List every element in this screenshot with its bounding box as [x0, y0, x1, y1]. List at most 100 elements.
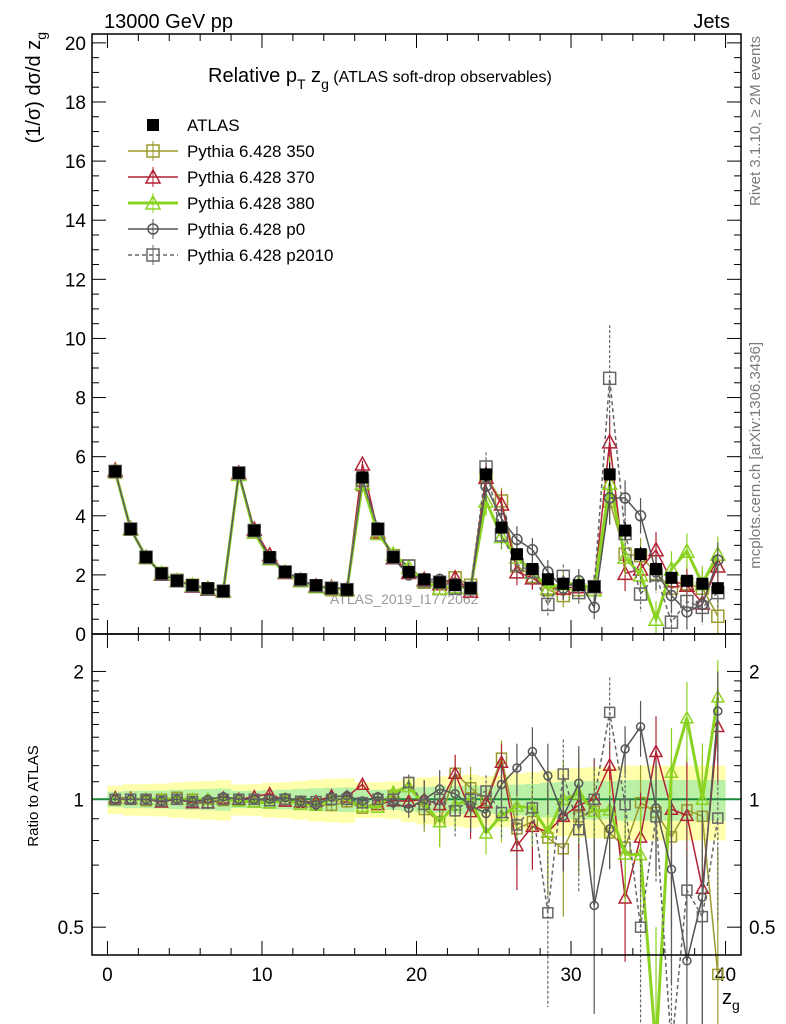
- legend: ATLAS Pythia 6.428 350 Pythia 6.428 370 Pyt…: [128, 116, 334, 265]
- data-point: [588, 580, 601, 593]
- data-point: [616, 564, 634, 581]
- ratio-point: [356, 797, 369, 809]
- main-ytick-label: 0: [75, 625, 86, 646]
- ratio-point: [478, 825, 494, 839]
- data-point: [477, 492, 495, 508]
- ratio-point: [231, 793, 247, 807]
- ratio-ytick-label: 2: [73, 662, 84, 683]
- data-point: [711, 582, 724, 595]
- series-3: [106, 456, 727, 634]
- data-point: [634, 510, 647, 522]
- data-point: [201, 582, 214, 595]
- data-point: [232, 466, 245, 479]
- ratio-point: [418, 798, 430, 811]
- ratio-point: [154, 794, 169, 808]
- series-0: [109, 462, 724, 598]
- ratio-point: [186, 795, 199, 808]
- data-point: [664, 615, 679, 629]
- data-point: [508, 563, 526, 579]
- ratio-point: [401, 779, 417, 793]
- legend-marker: [144, 168, 162, 184]
- ratio-point: [602, 757, 617, 771]
- ratio-point: [495, 806, 508, 819]
- data-point: [449, 579, 462, 592]
- ratio-ytick-label-right: 2: [749, 662, 760, 683]
- main-series: [106, 325, 727, 634]
- ratio-point: [509, 838, 525, 852]
- data-point: [541, 597, 555, 612]
- ratio-point: [109, 793, 121, 806]
- ratio-point: [573, 823, 585, 836]
- data-point: [696, 577, 709, 590]
- ratio-point: [279, 793, 291, 806]
- legend-marker: [146, 248, 160, 262]
- main-axis: 0 2 4 6 8 10 12 14 16 18 20: [65, 34, 741, 646]
- legend-label: Pythia 6.428 p2010: [187, 246, 334, 265]
- xtick-label: 40: [715, 965, 736, 986]
- main-ytick-label: 18: [65, 93, 86, 114]
- series-2: [106, 415, 727, 621]
- mcplots-label: mcplots.cern.ch [arXiv:1306.3436]: [747, 342, 764, 569]
- main-ytick-label: 6: [75, 448, 86, 469]
- ratio-point: [372, 793, 384, 806]
- ratio-ytick-label: 0.5: [58, 918, 84, 939]
- legend-label: ATLAS: [187, 116, 240, 135]
- ratio-point: [217, 793, 230, 806]
- ratio-point: [141, 794, 151, 805]
- ratio-point: [404, 803, 414, 814]
- data-point: [464, 582, 477, 595]
- ratio-series-line: [115, 696, 720, 1024]
- data-point: [186, 579, 199, 592]
- xtick-label: 10: [251, 965, 272, 986]
- data-point: [588, 601, 600, 614]
- data-point: [650, 562, 663, 575]
- ratio-point: [589, 900, 599, 911]
- xtick-label: 0: [102, 965, 113, 986]
- xtick-label: 30: [560, 965, 581, 986]
- watermark: ATLAS_2019_I1772062: [330, 591, 479, 607]
- data-point: [354, 455, 371, 471]
- ratio-point: [480, 785, 492, 797]
- ratio-point: [449, 805, 461, 817]
- data-point: [433, 576, 446, 589]
- data-point: [371, 523, 384, 536]
- ratio-point: [355, 798, 370, 813]
- ratio-point: [588, 793, 600, 806]
- legend-label: Pythia 6.428 370: [187, 168, 315, 187]
- ratio-point: [124, 793, 137, 806]
- data-point: [695, 600, 710, 615]
- xlabel: zg: [722, 987, 740, 1013]
- data-point: [712, 554, 724, 566]
- data-point: [696, 598, 709, 611]
- ratio-ytick-label: 1: [73, 790, 84, 811]
- ratio-point: [526, 802, 539, 814]
- ratio-point: [604, 824, 615, 834]
- ratio-point: [634, 921, 647, 933]
- ratio-point: [527, 746, 538, 757]
- legend-marker: [147, 223, 159, 235]
- main-ytick-label: 2: [75, 566, 86, 587]
- header-right: Jets: [693, 11, 730, 33]
- data-point: [387, 551, 400, 564]
- data-point: [124, 523, 137, 536]
- ratio-point: [543, 771, 553, 781]
- ratio-point: [387, 793, 400, 806]
- ratio-point: [341, 793, 353, 806]
- ratio-point: [509, 798, 525, 813]
- main-ytick-label: 20: [65, 34, 86, 55]
- legend-label: Pythia 6.428 350: [187, 142, 315, 161]
- data-point: [248, 524, 261, 537]
- data-point: [680, 574, 693, 587]
- ratio-point: [620, 744, 630, 754]
- ratio-point: [617, 890, 633, 904]
- data-point: [217, 585, 230, 598]
- data-point: [310, 579, 323, 592]
- data-point: [109, 465, 122, 478]
- main-ytick-label: 16: [65, 152, 86, 173]
- ratio-point: [155, 795, 168, 807]
- ratio-point: [557, 768, 570, 780]
- ratio-point: [713, 706, 723, 716]
- main-ytick-label: 12: [65, 270, 86, 291]
- series-line: [114, 378, 719, 624]
